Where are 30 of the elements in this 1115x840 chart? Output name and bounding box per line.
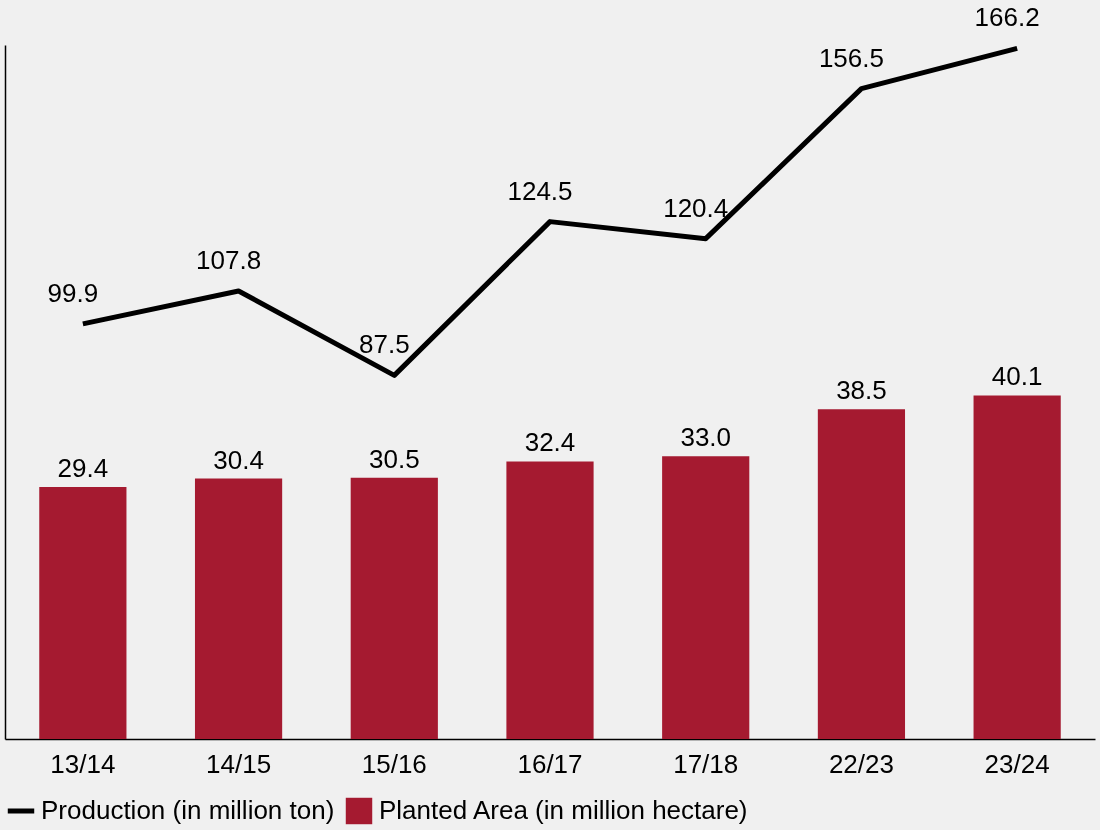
data-label: 156.5 bbox=[818, 42, 884, 73]
data-label: 32.4 bbox=[524, 427, 576, 458]
x-tick-label: 17/18 bbox=[673, 748, 739, 779]
x-tick-label: 15/16 bbox=[361, 748, 427, 779]
data-label: 40.1 bbox=[991, 361, 1043, 392]
data-label: 87.5 bbox=[358, 329, 410, 360]
x-tick-label: 14/15 bbox=[206, 748, 272, 779]
bar bbox=[662, 456, 750, 739]
bar bbox=[39, 487, 127, 739]
data-label: 30.5 bbox=[368, 443, 420, 474]
bar bbox=[817, 409, 906, 739]
data-label: 29.4 bbox=[57, 453, 109, 484]
data-label: 33.0 bbox=[680, 422, 732, 453]
x-tick-label: 22/23 bbox=[828, 748, 894, 779]
data-label: 99.9 bbox=[47, 277, 99, 308]
bar bbox=[350, 477, 438, 739]
data-label: 124.5 bbox=[507, 175, 573, 206]
bar bbox=[506, 461, 594, 739]
data-label: 38.5 bbox=[836, 375, 887, 406]
x-tick-label: 13/14 bbox=[50, 748, 116, 779]
data-label: 30.4 bbox=[213, 444, 264, 475]
bar bbox=[973, 395, 1061, 739]
bar bbox=[194, 478, 283, 739]
data-label: 120.4 bbox=[663, 192, 729, 223]
legend-label: Production (in million ton) bbox=[41, 795, 335, 825]
legend-label: Planted Area (in million hectare) bbox=[379, 795, 748, 825]
data-label: 166.2 bbox=[974, 2, 1040, 33]
x-tick-label: 16/17 bbox=[517, 748, 583, 779]
data-label: 107.8 bbox=[196, 245, 262, 276]
x-tick-label: 23/24 bbox=[984, 748, 1050, 779]
